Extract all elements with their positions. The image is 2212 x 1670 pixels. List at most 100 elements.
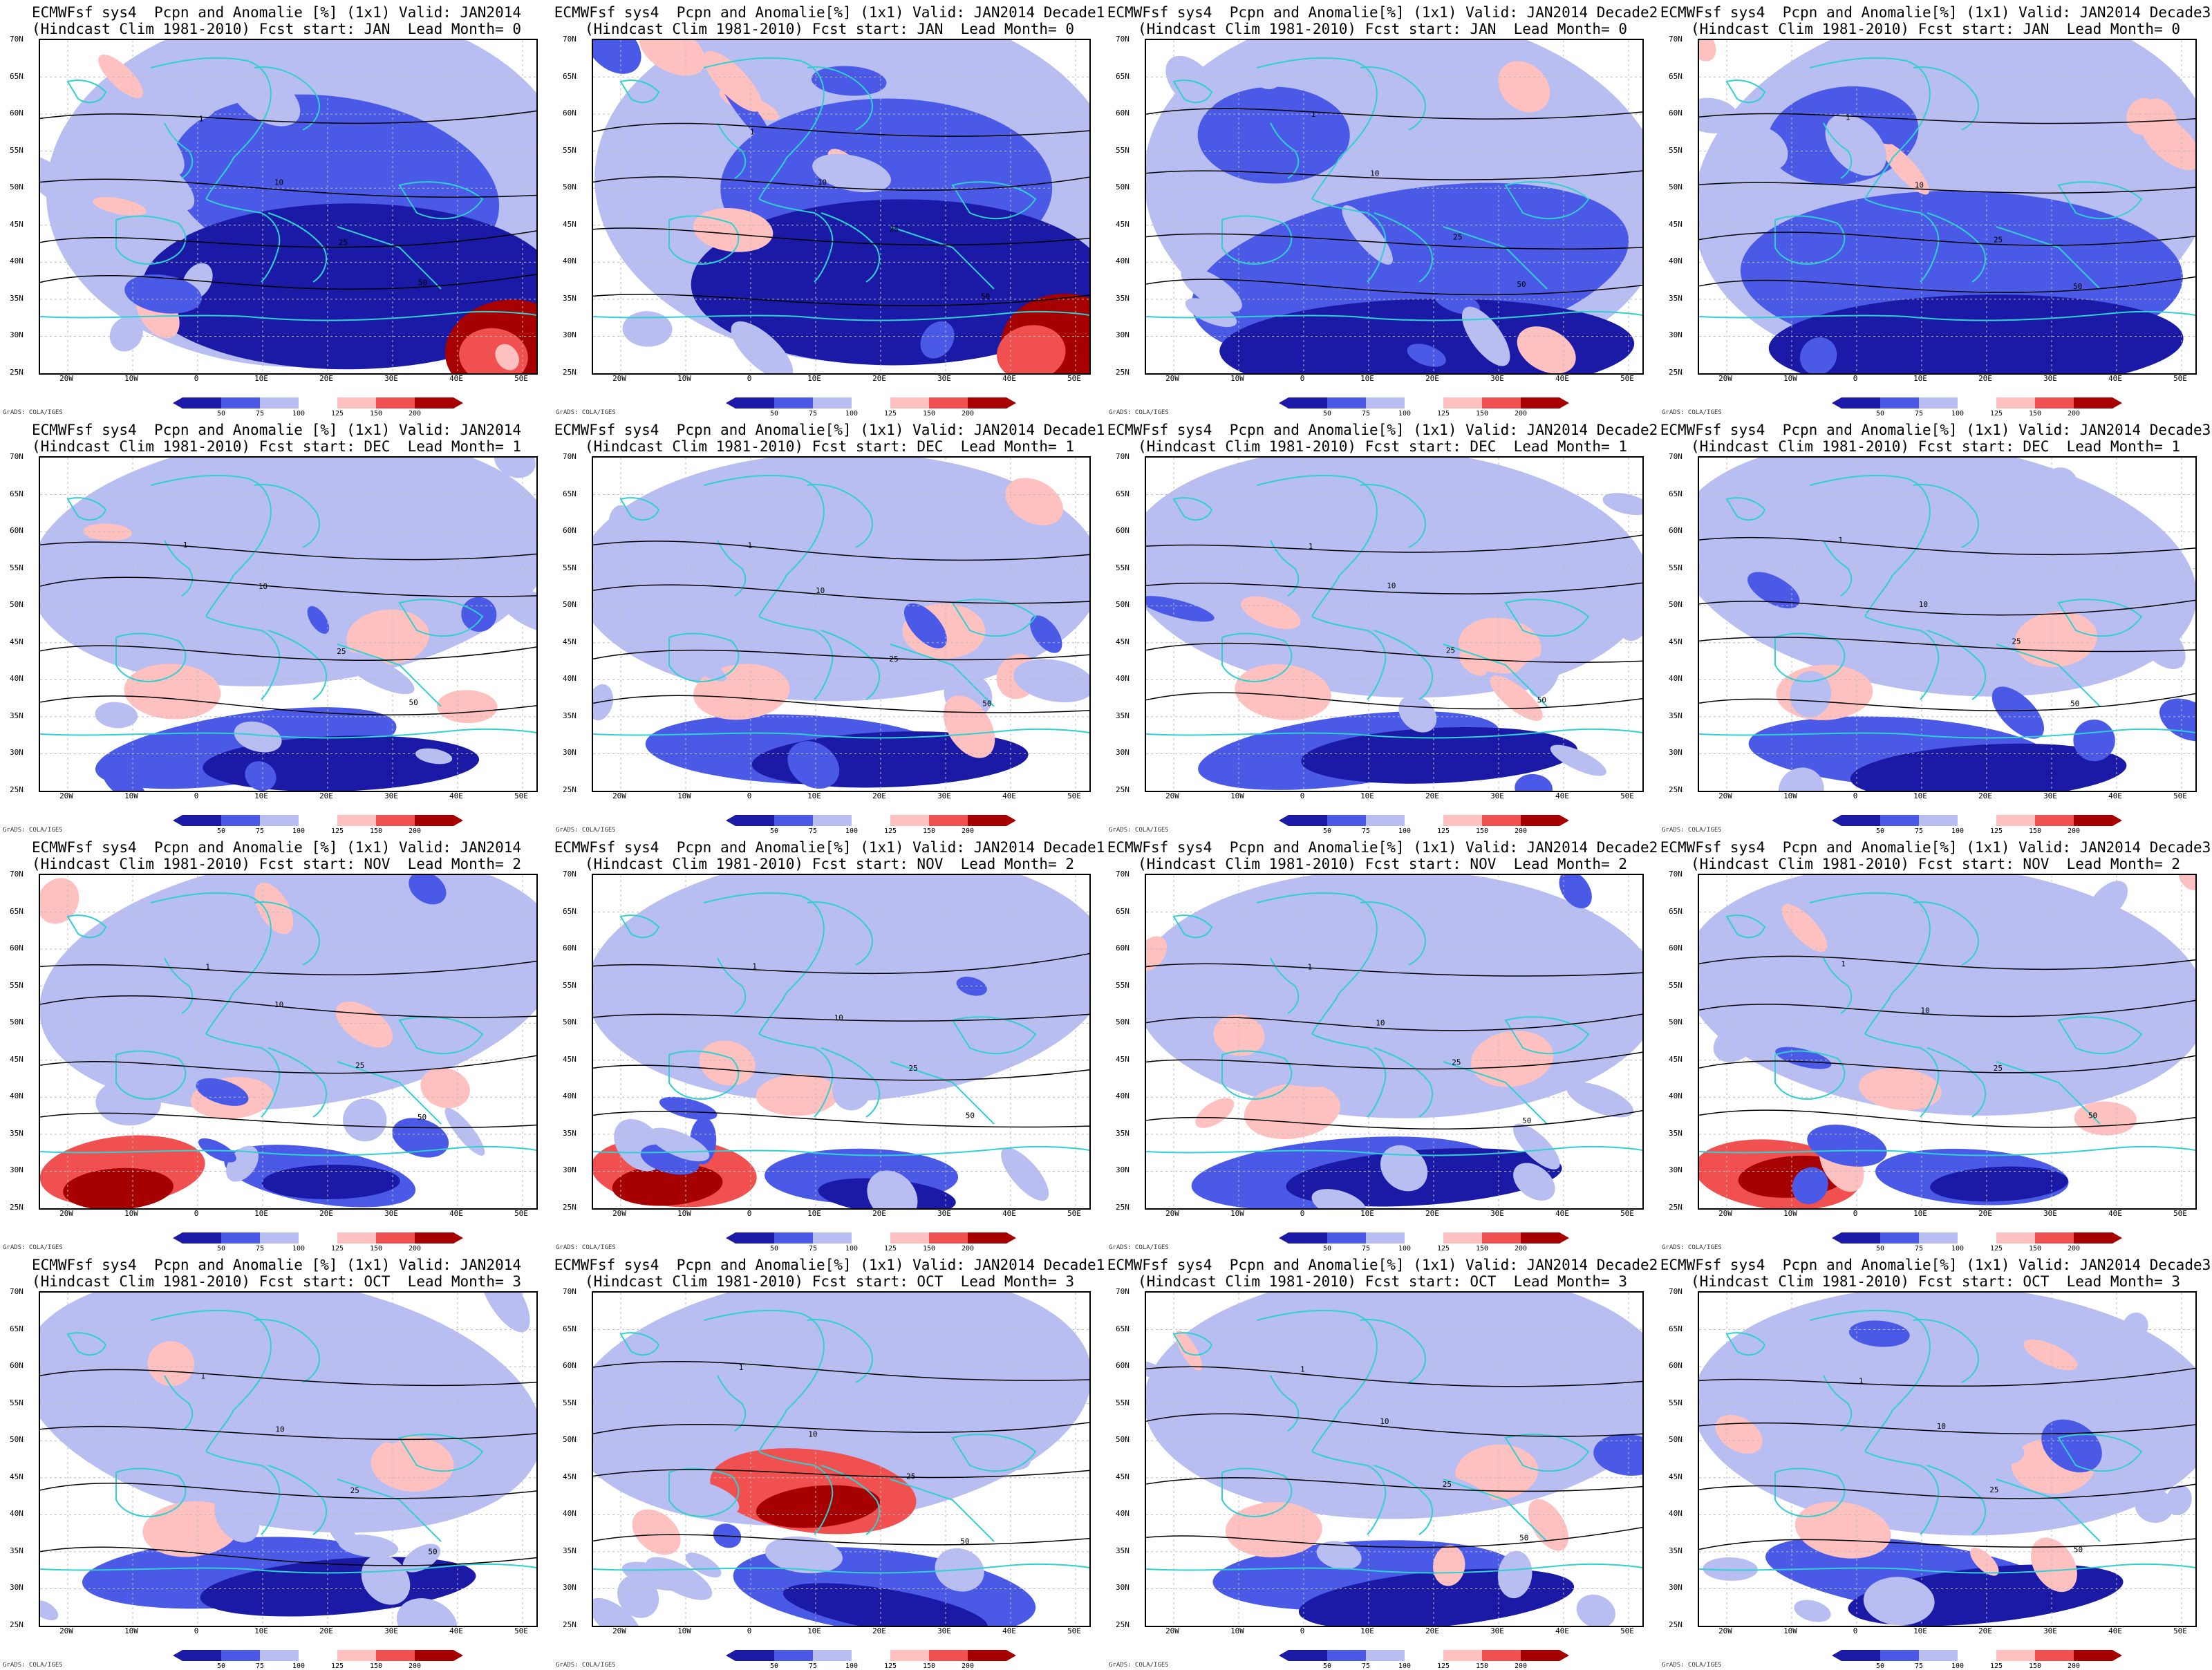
lat-tick-label: 50N (10, 182, 24, 192)
anomaly-patch (1398, 695, 1437, 733)
colorbar-low-arrow (173, 1650, 182, 1661)
colorbar-swatch (182, 1650, 221, 1661)
colorbar-tick-label: 75 (808, 410, 818, 418)
precip-contour (1699, 536, 2195, 556)
lat-tick-label: 50N (563, 600, 577, 610)
coastline (1360, 901, 1426, 966)
lat-tick-label: 35N (1116, 1128, 1130, 1138)
lat-tick-label: 55N (1669, 1398, 1683, 1407)
lat-tick-label: 35N (1669, 1546, 1683, 1555)
lon-tick-label: 20E (1425, 1209, 1439, 1218)
lon-tick-label: 10E (1360, 1209, 1374, 1218)
colorbar-tick-label: 125 (330, 410, 344, 418)
lat-tick-label: 55N (1116, 145, 1130, 155)
precip-contour (1146, 108, 1642, 120)
anomaly-patch (342, 1098, 387, 1142)
lat-tick-label: 65N (1116, 489, 1130, 498)
lon-tick-label: 20E (319, 374, 333, 383)
precip-contour (593, 1360, 1089, 1381)
precip-contour (593, 1469, 1089, 1479)
colorbar-swatch (1996, 1650, 2035, 1661)
lon-tick-label: 40E (1002, 791, 1016, 800)
colorbar-low-arrow (1279, 815, 1288, 826)
anomaly-region (1794, 1501, 1891, 1559)
coastline (1913, 1319, 1979, 1383)
lat-tick-label: 30N (1669, 330, 1683, 340)
precip-contour (1146, 1013, 1642, 1031)
anomaly-patch (1848, 1320, 1910, 1347)
coastline (1927, 1047, 1986, 1118)
coastline (1725, 914, 1766, 939)
colorbar-tick-label: 100 (1398, 827, 1412, 835)
lat-tick-label: 25N (1669, 1203, 1683, 1212)
contour-label: 50 (1519, 1533, 1528, 1542)
coastline (668, 1050, 740, 1100)
anomaly-region (2014, 611, 2098, 668)
anomaly-patch (1957, 969, 2011, 1000)
anomaly-patch (846, 582, 892, 633)
coastline (2057, 181, 2143, 220)
lat-tick-label: 40N (1116, 256, 1130, 266)
anomaly-patch (1515, 773, 1553, 791)
lat-tick-label: 50N (10, 1435, 24, 1445)
lat-tick-label: 65N (10, 1324, 24, 1333)
coastline (1146, 1145, 1642, 1156)
lon-tick-label: 20W (612, 791, 626, 800)
contour-label: 1 (1309, 542, 1313, 551)
coastline (1256, 57, 1378, 200)
anomaly-patch (1620, 610, 1642, 641)
lon-tick-label: 10E (254, 1209, 268, 1218)
panel-subtitle: (Hindcast Clim 1981-2010) Fcst start: DE… (584, 438, 1074, 455)
anomaly-region (1859, 1068, 1942, 1111)
precip-contour (593, 541, 1089, 561)
coastline (1443, 644, 1548, 707)
coastline (717, 957, 747, 1014)
contour-label: 25 (337, 647, 346, 656)
anomaly-patch (307, 606, 330, 634)
lon-tick-label: 50E (1067, 791, 1081, 800)
precip-contour (593, 1110, 1089, 1128)
coastline (164, 540, 194, 597)
lat-tick-label: 25N (563, 785, 577, 794)
anomaly-patch (1699, 40, 1716, 62)
contour-label: 1 (199, 114, 204, 123)
panel-subtitle: (Hindcast Clim 1981-2010) Fcst start: DE… (1690, 438, 2180, 455)
anomaly-map: 1 10 25 50 (1698, 874, 2197, 1210)
panel-title: ECMWFsf sys4 Pcpn and Anomalie[%] (1x1) … (1107, 4, 1658, 21)
lat-tick-label: 65N (563, 906, 577, 916)
anomaly-region (756, 1485, 881, 1528)
colorbar-high-arrow (1559, 815, 1569, 826)
anomaly-patch (103, 769, 147, 791)
colorbar-swatch (1919, 815, 1958, 826)
coastline (1996, 1061, 2101, 1125)
colorbar-swatch (813, 397, 852, 409)
coastline (807, 66, 873, 131)
precip-contour (593, 953, 1089, 975)
coastline (2057, 1434, 2143, 1472)
coastline (1504, 599, 1590, 637)
grads-credit: GrADS: COLA/IGES (556, 1244, 616, 1251)
lat-tick-label: 70N (563, 1287, 577, 1296)
grads-credit: GrADS: COLA/IGES (1109, 409, 1169, 416)
colorbar-swatch (1521, 397, 1559, 409)
lon-tick-label: 20W (59, 374, 73, 383)
colorbar-swatch (260, 1232, 299, 1244)
colorbar-low-arrow (1832, 1232, 1841, 1244)
lat-tick-label: 65N (10, 71, 24, 81)
colorbar-swatch (1366, 815, 1405, 826)
anomaly-region (1699, 1293, 2195, 1536)
anomaly-patch (1602, 493, 1642, 516)
coastline (40, 728, 536, 739)
anomaly-patch (1593, 1434, 1642, 1476)
lat-tick-label: 55N (1116, 563, 1130, 572)
anomaly-patch (818, 1033, 849, 1060)
colorbar-swatch (929, 815, 968, 826)
lat-tick-label: 55N (1116, 1398, 1130, 1407)
anomaly-patch (812, 153, 891, 193)
lat-tick-label: 40N (563, 1509, 577, 1519)
anomaly-patch (1471, 1302, 1509, 1338)
coastline (254, 66, 320, 131)
coastline (205, 616, 281, 700)
lat-tick-label: 45N (1116, 637, 1130, 646)
anomaly-patch (1513, 1163, 1555, 1201)
